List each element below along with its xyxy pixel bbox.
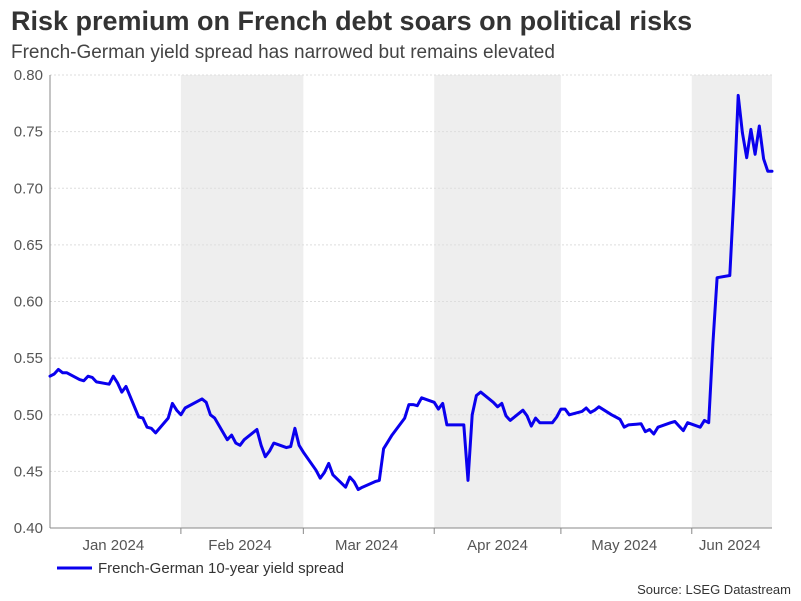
legend-label: French-German 10-year yield spread bbox=[98, 560, 344, 577]
y-tick-label: 0.75 bbox=[14, 124, 43, 141]
chart-title: Risk premium on French debt soars on pol… bbox=[11, 6, 693, 36]
legend: French-German 10-year yield spread bbox=[57, 560, 344, 577]
gridlines bbox=[50, 74, 772, 472]
shaded-month-band bbox=[434, 75, 561, 528]
x-tick-label: May 2024 bbox=[591, 537, 657, 554]
x-tick-label: Jun 2024 bbox=[699, 537, 761, 554]
x-axis-ticks: Jan 2024 Feb 2024 Mar 2024 Apr 2024 May 2024… bbox=[82, 528, 761, 554]
y-tick-label: 0.60 bbox=[14, 294, 43, 311]
y-axis-ticks: 0.40 0.45 0.50 0.55 0.60 0.65 0.70 0.75 0.80 bbox=[14, 67, 43, 537]
y-tick-label: 0.65 bbox=[14, 237, 43, 254]
series-layer bbox=[48, 93, 774, 491]
source-note: Source: LSEG Datastream bbox=[637, 582, 791, 597]
series-line bbox=[48, 93, 774, 491]
x-tick-label: Mar 2024 bbox=[335, 537, 398, 554]
x-tick-label: Feb 2024 bbox=[208, 537, 271, 554]
y-tick-label: 0.70 bbox=[14, 180, 43, 197]
chart-subtitle: French-German yield spread has narrowed … bbox=[11, 42, 555, 63]
x-tick-label: Apr 2024 bbox=[467, 537, 528, 554]
y-tick-label: 0.80 bbox=[14, 67, 43, 84]
y-tick-label: 0.50 bbox=[14, 407, 43, 424]
x-tick-label: Jan 2024 bbox=[82, 537, 144, 554]
y-tick-label: 0.45 bbox=[14, 463, 43, 480]
y-tick-label: 0.40 bbox=[14, 520, 43, 537]
y-tick-label: 0.55 bbox=[14, 350, 43, 367]
